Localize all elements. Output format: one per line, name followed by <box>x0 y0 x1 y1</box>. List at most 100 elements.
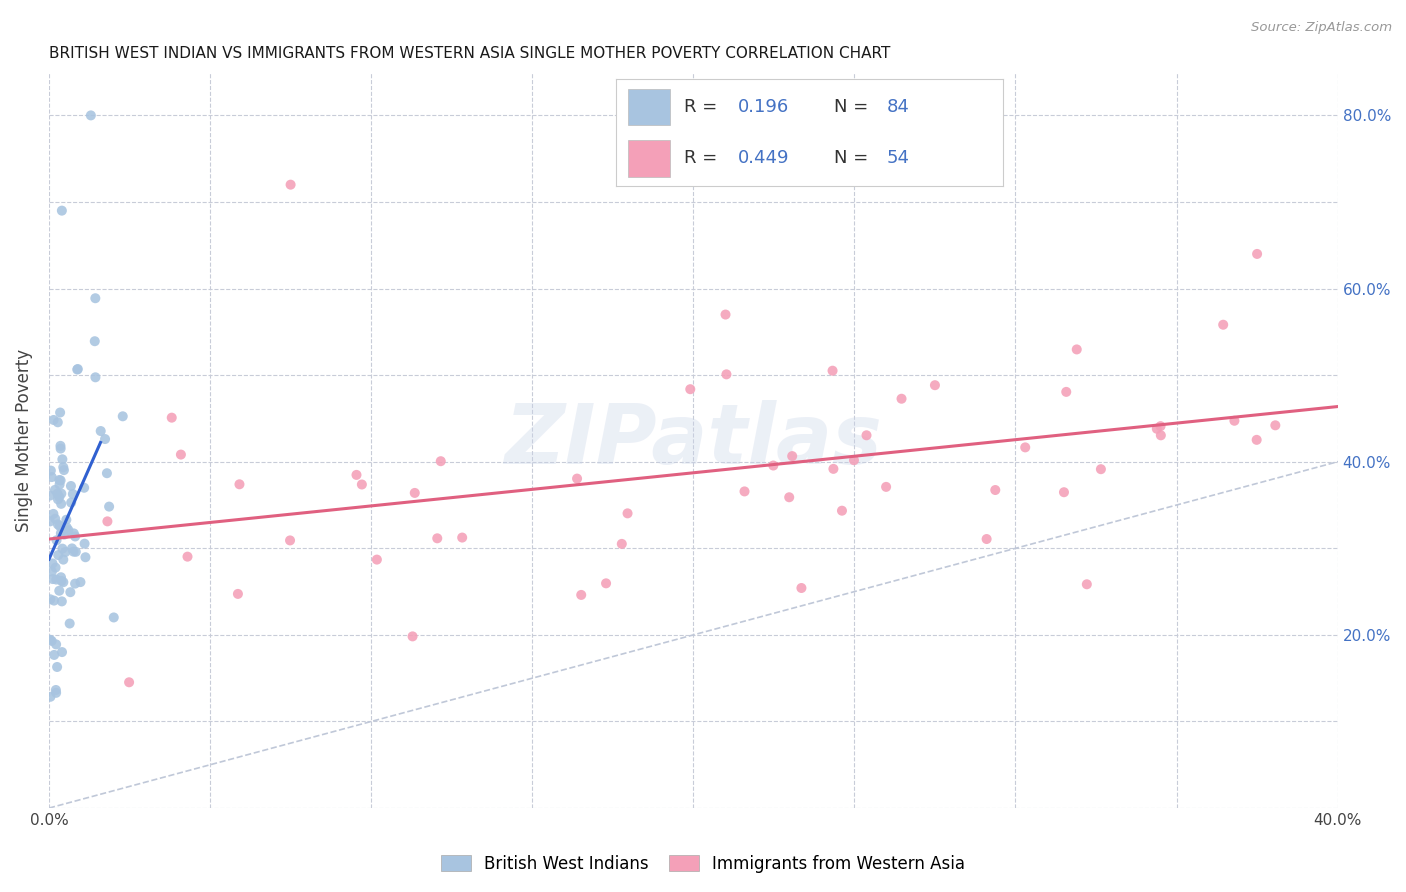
Point <box>280 178 302 192</box>
Point <box>821 364 844 378</box>
Point <box>44 512 66 526</box>
Point <box>66 362 89 376</box>
Point <box>890 392 912 406</box>
Point <box>1066 343 1088 357</box>
Point <box>51 486 73 500</box>
Point <box>46 548 69 562</box>
Point <box>778 490 800 504</box>
Point <box>924 378 946 392</box>
Point <box>42 593 65 607</box>
Point <box>44 648 66 662</box>
Point <box>84 370 107 384</box>
Text: BRITISH WEST INDIAN VS IMMIGRANTS FROM WESTERN ASIA SINGLE MOTHER POVERTY CORREL: BRITISH WEST INDIAN VS IMMIGRANTS FROM W… <box>49 46 890 62</box>
Point <box>780 449 803 463</box>
Point <box>39 632 62 647</box>
Point <box>63 529 86 543</box>
Point <box>60 495 83 509</box>
Point <box>52 575 75 590</box>
Point <box>875 480 897 494</box>
Point <box>60 541 83 556</box>
Point <box>842 453 865 467</box>
Point <box>1146 422 1168 436</box>
Point <box>569 588 592 602</box>
Point <box>451 531 474 545</box>
Point <box>616 507 638 521</box>
Point <box>49 474 72 488</box>
Point <box>51 452 73 467</box>
Point <box>42 413 65 427</box>
Point <box>44 483 66 497</box>
Point <box>1150 428 1173 442</box>
Point <box>49 405 72 419</box>
Point <box>46 486 69 500</box>
Point <box>59 585 82 599</box>
Point <box>790 581 813 595</box>
Point <box>63 526 86 541</box>
Point <box>976 532 998 546</box>
Point <box>59 479 82 493</box>
Point <box>45 637 67 651</box>
Point <box>48 490 70 504</box>
Point <box>565 472 588 486</box>
Point <box>48 583 70 598</box>
Point <box>66 362 89 376</box>
Point <box>52 463 75 477</box>
Point <box>55 545 77 559</box>
Point <box>51 497 73 511</box>
Point <box>96 514 118 528</box>
Point <box>96 467 118 481</box>
Point <box>42 507 65 521</box>
Point <box>52 460 75 475</box>
Point <box>831 504 853 518</box>
Point <box>1014 441 1036 455</box>
Point <box>1076 577 1098 591</box>
Point <box>118 675 141 690</box>
Point <box>48 519 70 533</box>
Point <box>46 517 69 532</box>
Point <box>160 410 183 425</box>
Point <box>94 432 117 446</box>
Point <box>714 308 737 322</box>
Point <box>45 683 67 698</box>
Point <box>75 550 97 565</box>
Point <box>49 570 72 584</box>
Point <box>366 552 388 566</box>
Legend: British West Indians, Immigrants from Western Asia: British West Indians, Immigrants from We… <box>434 848 972 880</box>
Point <box>716 368 738 382</box>
Point <box>1054 384 1077 399</box>
Point <box>55 513 77 527</box>
Point <box>39 592 62 607</box>
Point <box>39 690 62 704</box>
Point <box>62 544 84 558</box>
Y-axis label: Single Mother Poverty: Single Mother Poverty <box>15 349 32 532</box>
Point <box>46 660 69 674</box>
Point <box>1223 414 1246 428</box>
Point <box>1246 247 1268 261</box>
Point <box>823 462 845 476</box>
Point <box>52 552 75 566</box>
Point <box>51 594 73 608</box>
Point <box>170 448 193 462</box>
Point <box>103 610 125 624</box>
Text: Source: ZipAtlas.com: Source: ZipAtlas.com <box>1251 21 1392 34</box>
Point <box>53 527 76 541</box>
Point <box>51 574 73 588</box>
Point <box>278 533 301 548</box>
Point <box>58 523 80 537</box>
Point <box>39 464 62 478</box>
Point <box>46 415 69 429</box>
Point <box>350 477 373 491</box>
Point <box>404 486 426 500</box>
Point <box>48 477 70 491</box>
Point <box>401 629 423 643</box>
Point <box>734 484 756 499</box>
Point <box>51 645 73 659</box>
Point <box>90 424 112 438</box>
Point <box>69 575 91 590</box>
Point <box>51 541 73 556</box>
Point <box>1053 485 1076 500</box>
Point <box>45 573 67 587</box>
Point <box>49 526 72 541</box>
Text: ZIPatlas: ZIPatlas <box>505 400 882 481</box>
Point <box>1212 318 1234 332</box>
